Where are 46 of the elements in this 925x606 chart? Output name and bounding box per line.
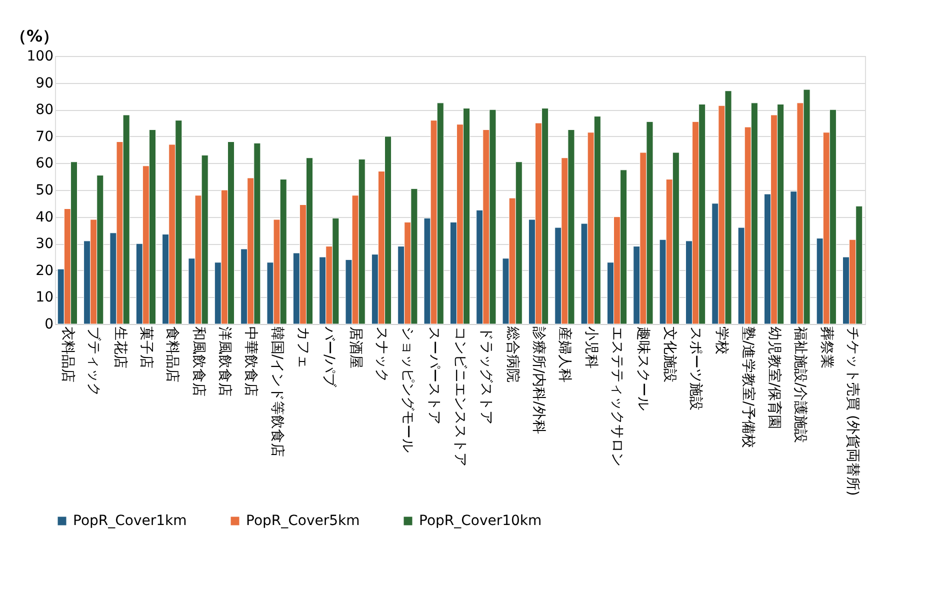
x-tick-label: 診療所/内科/外科 [530, 326, 547, 434]
x-tick-label: 衣料品店 [59, 326, 76, 382]
x-tick-label: 学校 [714, 326, 730, 354]
x-tick-label: ブティック [86, 326, 102, 396]
x-tick-label: 小児科 [582, 326, 599, 368]
x-tick-label: エステティックサロン [609, 326, 626, 466]
y-tick-label: 20 [36, 262, 54, 279]
x-tick-label: スナック [373, 326, 390, 382]
legend-label: PopR_Cover1km [73, 513, 187, 529]
x-tick-label: 韓国/インド等飲食店 [268, 326, 285, 458]
x-tick-label: 食料品店 [164, 326, 180, 382]
x-tick-label: バー/パブ [321, 326, 338, 388]
x-tick-label: スーパーストア [426, 326, 442, 424]
x-tick-label: 和風飲食店 [190, 326, 206, 396]
x-tick-label: ドラッグストア [478, 326, 494, 424]
legend-label: PopR_Cover5km [246, 513, 360, 529]
y-tick-label: 30 [36, 236, 54, 252]
x-tick-label: 総合病院 [504, 326, 520, 382]
x-tick-label: 産婦人科 [556, 326, 573, 382]
x-tick-label: 菓子店 [138, 326, 154, 368]
x-tick-label: チケット売買 (外貨両替所) [844, 326, 861, 496]
x-tick-label: 文化施設 [661, 326, 678, 382]
x-tick-label: 生花店 [112, 326, 128, 368]
y-tick-label: 60 [36, 156, 54, 172]
x-tick-label: 居酒屋 [347, 326, 364, 368]
x-tick-label: 葬祭業 [818, 326, 834, 368]
y-tick-label: 90 [36, 75, 54, 92]
x-tick-label: 趣味スクール [635, 326, 652, 410]
legend-label: PopR_Cover10km [419, 513, 542, 529]
y-tick-label: 80 [36, 102, 54, 118]
x-tick-label: 塾/進学教室/予備校 [740, 326, 756, 448]
x-tick-label: コンビニエンスストア [452, 326, 468, 466]
x-tick-label: 中華飲食店 [242, 326, 259, 396]
x-tick-label: ショッピングモール [400, 326, 416, 452]
x-tick-label: 福祉施設/介護施設 [792, 326, 808, 444]
y-tick-label: 70 [36, 128, 54, 145]
y-tick-label: 100 [26, 48, 54, 64]
x-tick-label: スポーツ施設 [688, 326, 704, 410]
x-tick-label: 洋風飲食店 [216, 326, 232, 396]
y-tick-label: 40 [36, 209, 54, 226]
y-tick-label: 10 [36, 290, 54, 306]
y-tick-label: 0 [44, 316, 54, 332]
x-tick-label: 幼児教室/保育園 [766, 326, 784, 430]
x-tick-label: カフェ [294, 326, 311, 368]
y-tick-label: 50 [36, 182, 54, 198]
y-axis-title: （%） [10, 26, 59, 46]
